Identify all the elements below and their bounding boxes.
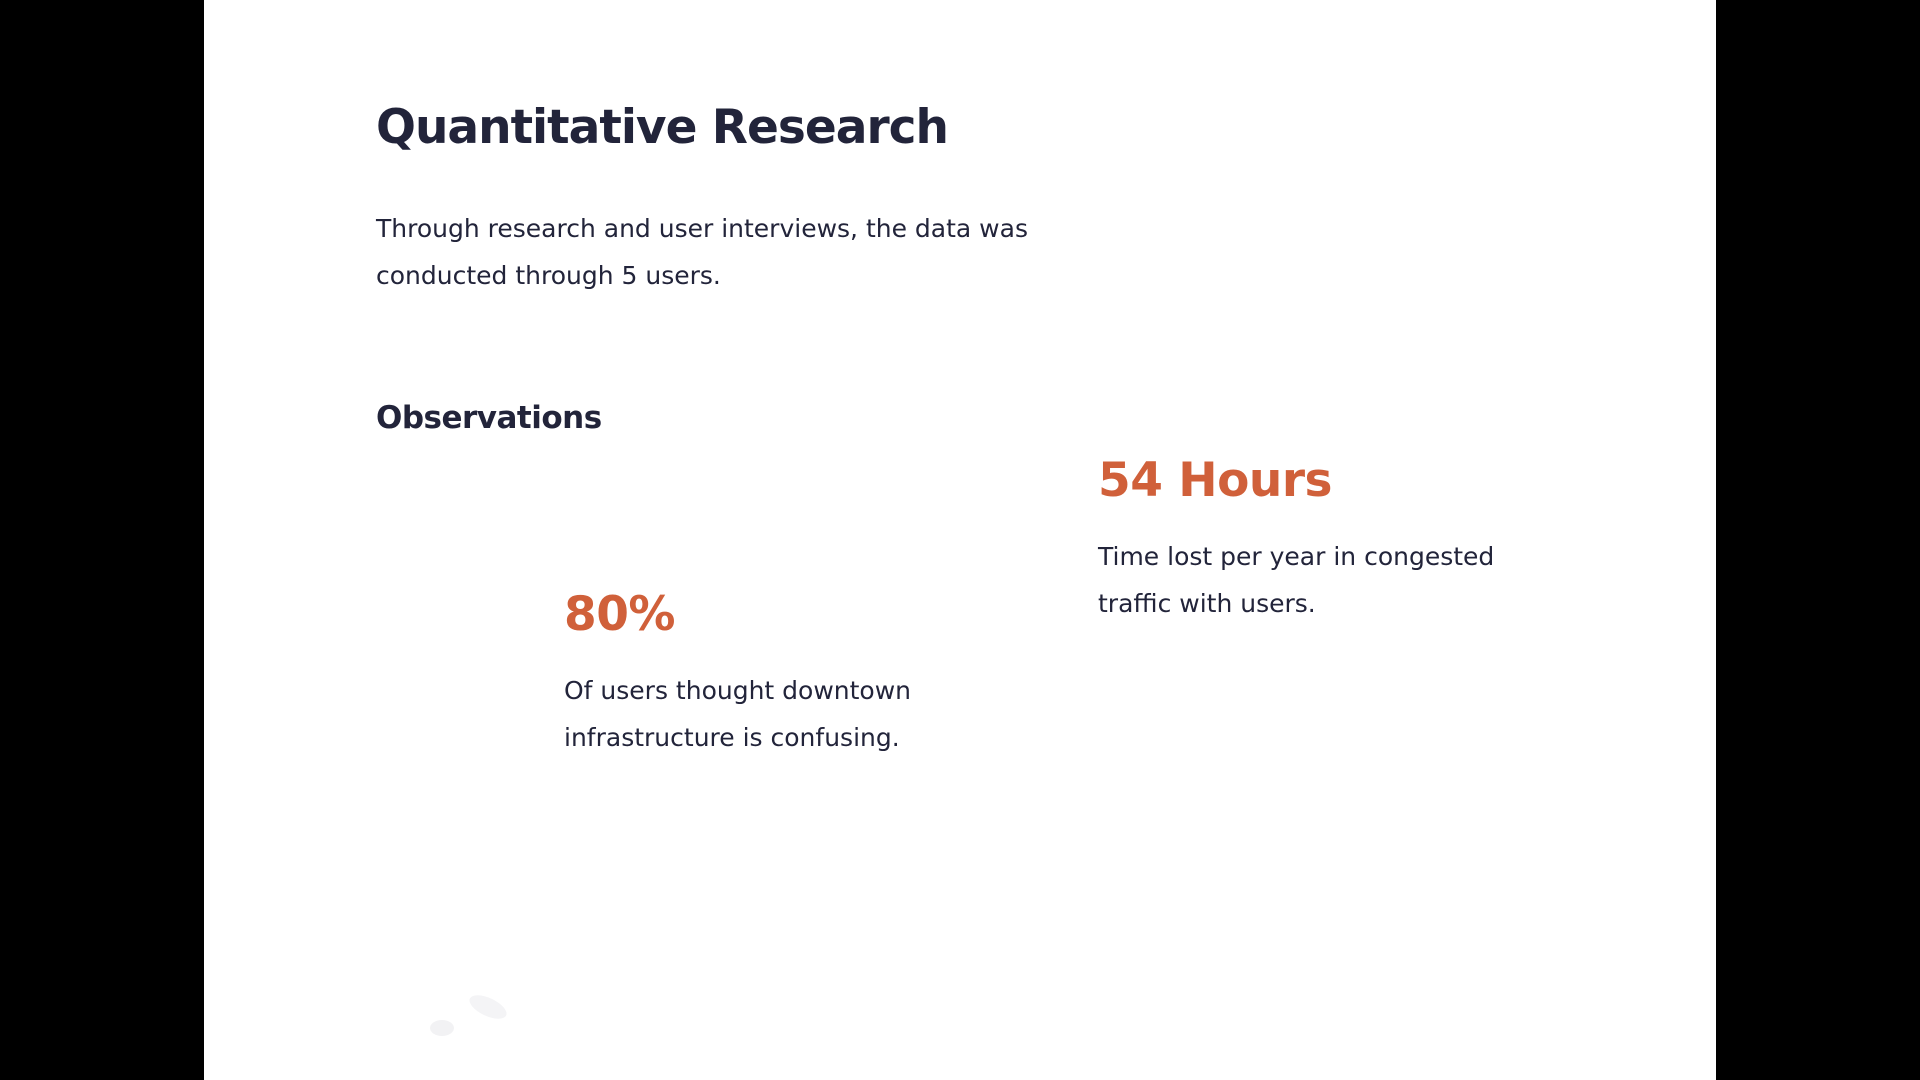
intro-paragraph: Through research and user interviews, th…	[376, 214, 1028, 290]
stat-description: Of users thought downtown infrastructure…	[564, 676, 912, 752]
slide-canvas: Quantitative Research Through research a…	[204, 0, 1716, 1080]
observations-heading: Observations	[376, 400, 602, 436]
stat-value: 80%	[564, 587, 676, 642]
stat-description: Time lost per year in congested traffic …	[1098, 542, 1495, 618]
stat-confusing-infrastructure: 80% Of users thought downtown infrastruc…	[564, 585, 944, 761]
page-title: Quantitative Research	[376, 100, 949, 155]
stat-time-lost: 54 Hours Time lost per year in congested…	[1098, 451, 1538, 627]
faint-smudge-decoration	[430, 995, 507, 1036]
stat-value: 54 Hours	[1098, 453, 1333, 508]
